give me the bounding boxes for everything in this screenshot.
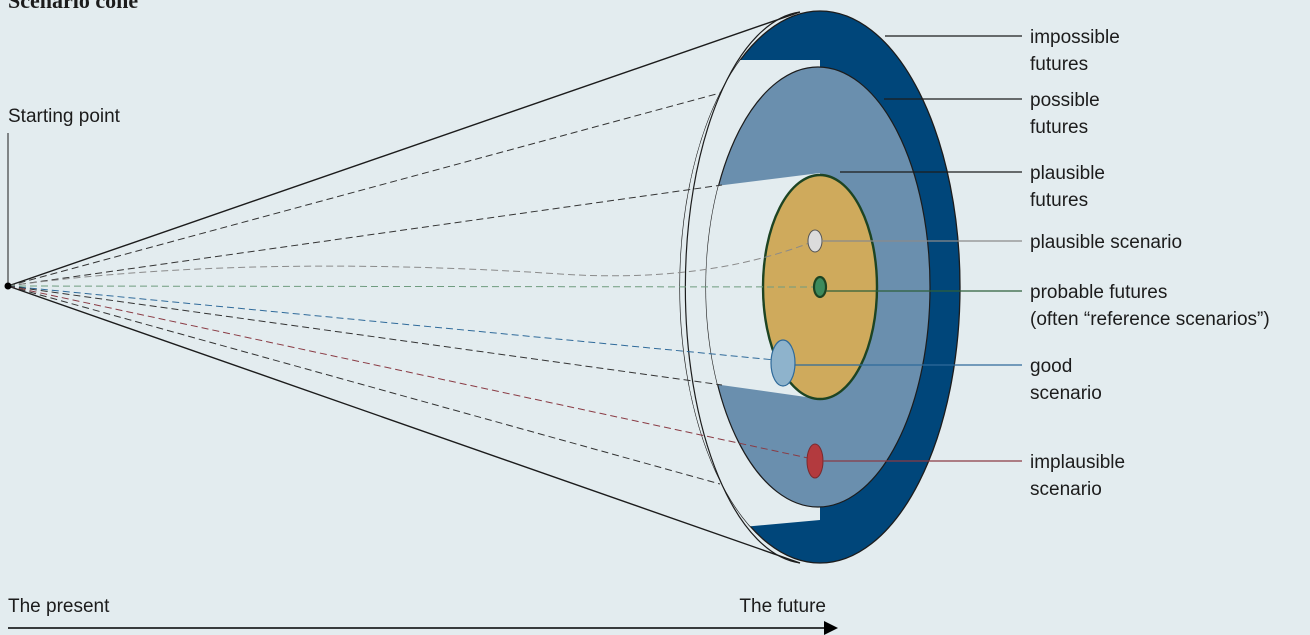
starting-point-label: Starting point: [8, 106, 121, 127]
plausible-scenario-dot: [807, 229, 823, 253]
trajectory-plausible-lower: [7, 285, 723, 386]
probable-futures-label: probable futures (often “reference scena…: [1030, 282, 1270, 330]
trajectory-good: [7, 285, 776, 361]
leader-lines: [795, 35, 1022, 462]
trajectory-possible-lower: [7, 285, 721, 485]
starting-point-dot: [4, 282, 12, 290]
probable-futures-dot: [812, 275, 828, 299]
time-axis-arrowhead: [824, 621, 838, 635]
future-label: The future: [739, 596, 826, 617]
diagram-title: Scenario cone: [8, 0, 138, 13]
plausible-futures-label: plausible futures: [1030, 163, 1110, 211]
trajectory-probable: [7, 285, 816, 288]
cone-upper-edge: [7, 11, 801, 287]
trajectory-plausible-upper: [7, 184, 723, 287]
good-scenario-dot: [770, 339, 796, 387]
implausible-scenario-dot: [806, 443, 824, 479]
trajectory-possible-upper: [7, 92, 721, 287]
plausible-scenario-label: plausible scenario: [1030, 232, 1182, 253]
trajectory-plausible-scenario: [7, 241, 813, 287]
impossible-futures-label: impossible futures: [1030, 27, 1125, 75]
cone-inner-arc: [684, 11, 801, 564]
implausible-scenario-label: implausible scenario: [1030, 452, 1130, 500]
present-label: The present: [8, 596, 110, 617]
possible-futures-label: possible futures: [1030, 90, 1105, 138]
trajectory-implausible: [7, 285, 809, 459]
cone-lower-edge: [7, 285, 801, 564]
good-scenario-label: good scenario: [1030, 356, 1102, 404]
trajectory-lines: [7, 92, 816, 485]
